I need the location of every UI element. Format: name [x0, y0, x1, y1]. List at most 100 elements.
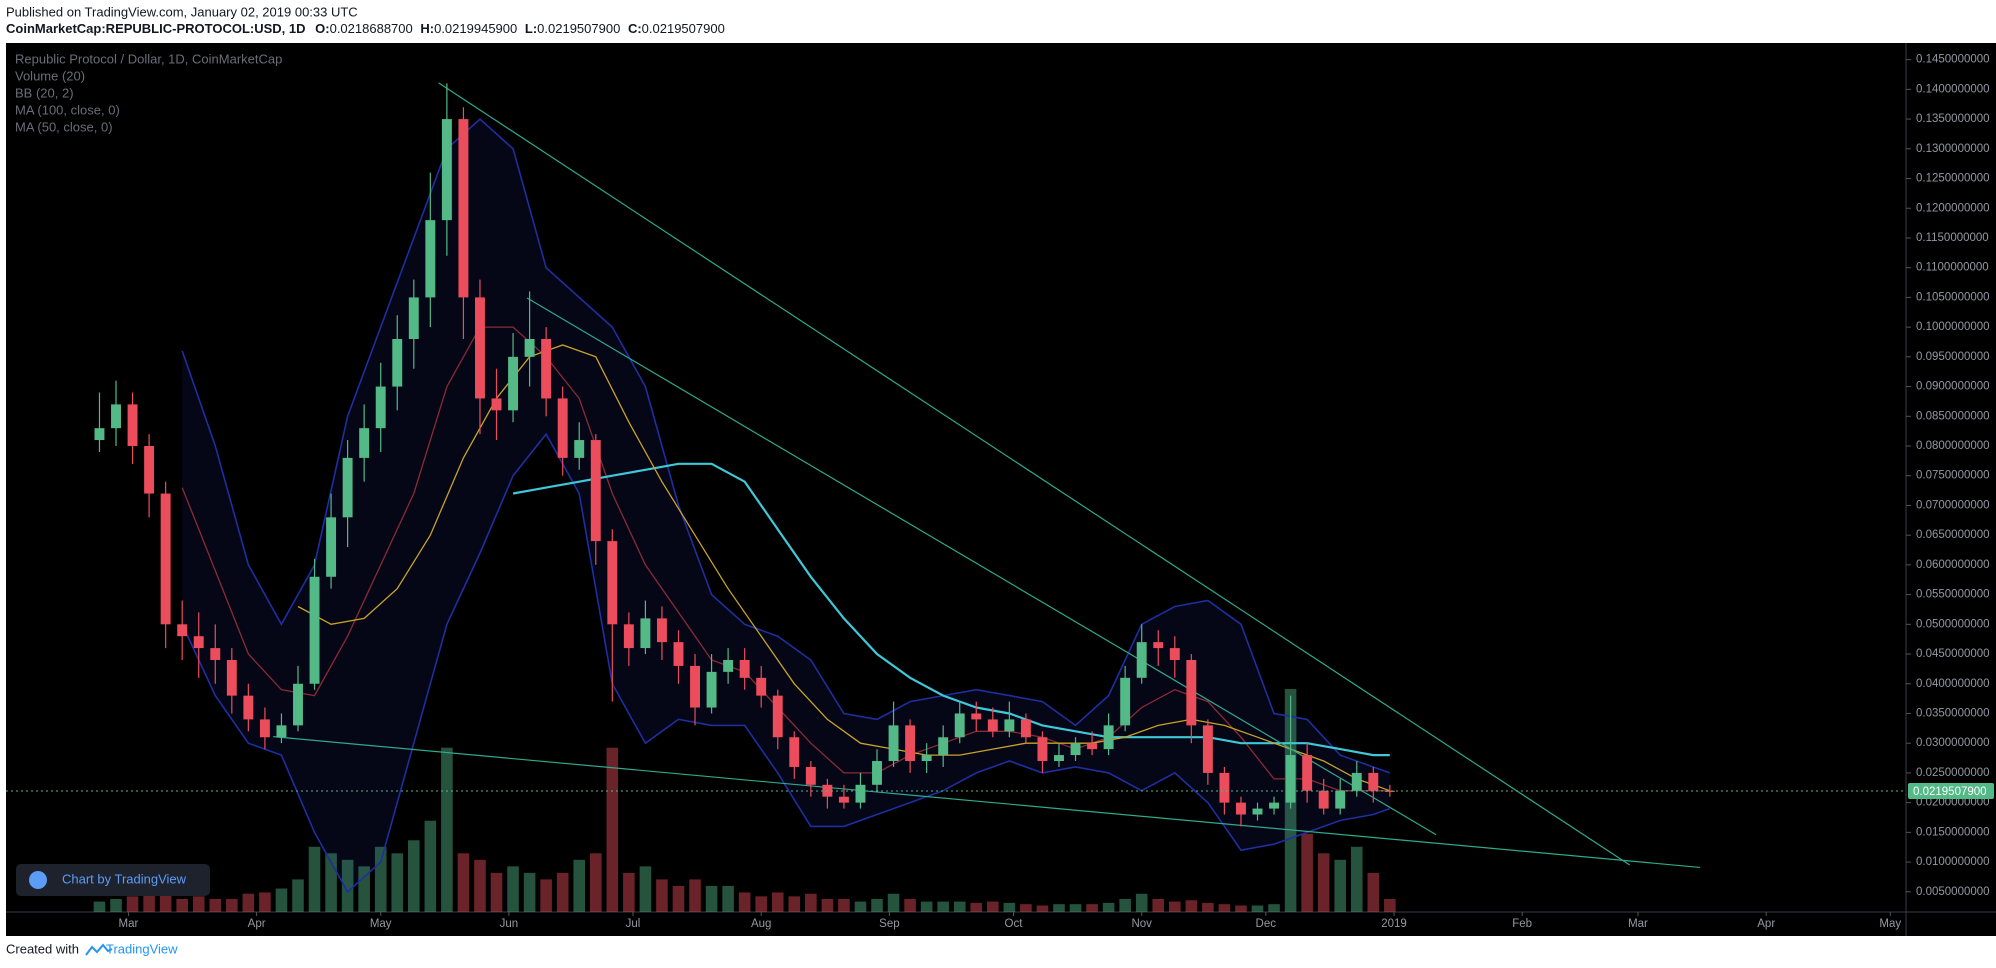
volume-bar: [242, 893, 255, 912]
legend-bb: BB (20, 2): [15, 85, 74, 100]
bb-lower: [181, 432, 1391, 894]
volume-bar: [441, 747, 453, 912]
ohlc-value: 0.0218688700: [330, 21, 413, 36]
candle-body: [524, 339, 535, 357]
candle-body: [690, 665, 700, 708]
candle-body: [673, 642, 684, 666]
legend-ma100: MA (100, close, 0): [15, 102, 120, 117]
volume-bar: [904, 898, 916, 912]
candle-body: [557, 398, 568, 458]
candle-body: [326, 517, 337, 577]
candle-body: [408, 297, 419, 340]
candle-body: [888, 725, 899, 762]
candle-body: [458, 119, 469, 298]
y-tick-label: 0.1400000000: [1916, 83, 1990, 95]
trendline: [526, 297, 1437, 836]
volume-bar: [920, 901, 933, 912]
x-tick-label: Nov: [1131, 918, 1152, 930]
volume-bar: [259, 892, 271, 912]
candle-body: [723, 659, 734, 672]
y-tick-label: 0.0250000000: [1916, 767, 1990, 779]
volume-bar: [226, 898, 238, 912]
footer-brand[interactable]: TradingView: [106, 941, 178, 956]
moving-average: [512, 462, 1390, 757]
candle-body: [293, 683, 303, 726]
candle-body: [1235, 802, 1246, 815]
y-tick-label: 0.0200000000: [1916, 797, 1990, 809]
candle-body: [475, 297, 485, 399]
candle-body: [1302, 755, 1313, 791]
volume-bar: [1384, 898, 1396, 912]
ohlc-value: 0.0219507900: [537, 21, 620, 36]
volume-bar: [1185, 900, 1198, 912]
volume-bar: [1069, 904, 1082, 912]
published-line: Published on TradingView.com, January 02…: [6, 4, 358, 19]
volume-bar: [1301, 833, 1313, 912]
volume-bar: [805, 893, 817, 912]
ohlc-value: 0.0219945900: [434, 21, 517, 36]
volume-bar: [292, 879, 304, 912]
candle-body: [375, 386, 386, 429]
volume-bar: [474, 859, 486, 912]
y-tick-label: 0.0600000000: [1916, 559, 1990, 571]
symbol: CoinMarketCap:REPUBLIC-PROTOCOL:USD, 1D: [6, 21, 306, 36]
x-tick-label: Apr: [1757, 918, 1775, 930]
y-tick-label: 0.1350000000: [1916, 113, 1990, 125]
volume-bar: [1202, 902, 1214, 912]
candle-body: [1186, 659, 1197, 726]
volume-bar: [490, 872, 503, 912]
volume-bar: [1135, 893, 1148, 912]
footer-text: Created with: [6, 941, 79, 956]
volume-bar: [110, 898, 122, 912]
plot: [93, 82, 1701, 912]
y-tick-label: 0.0350000000: [1916, 708, 1990, 720]
volume-bar: [672, 885, 685, 912]
volume-bar: [457, 853, 470, 912]
volume-bar: [1152, 898, 1165, 912]
candle-body: [276, 725, 287, 738]
candle-body: [805, 766, 816, 785]
y-tick-label: 0.1000000000: [1916, 321, 1990, 333]
candle-body: [1054, 755, 1064, 762]
y-tick-label: 0.1450000000: [1916, 54, 1990, 66]
volume-bar: [275, 888, 288, 912]
volume-bar: [159, 885, 172, 912]
volume-bar: [987, 901, 999, 912]
candle-body: [111, 404, 121, 429]
volume-bar: [1251, 905, 1264, 912]
y-tick-label: 0.0150000000: [1916, 826, 1990, 838]
candle-body: [94, 428, 105, 441]
volume-bar: [589, 853, 602, 912]
volume-bar: [374, 846, 387, 912]
candle-body: [1202, 725, 1213, 773]
candle-body: [838, 796, 849, 803]
candle-body: [342, 457, 353, 518]
y-tick-label: 0.0300000000: [1916, 737, 1990, 749]
candle-body: [1087, 743, 1098, 750]
candle-body: [259, 719, 270, 738]
volume-bar: [1036, 905, 1049, 912]
y-tick-label: 0.0800000000: [1916, 440, 1990, 452]
candle-body: [1070, 743, 1081, 756]
candle-body: [1004, 719, 1015, 732]
x-tick-label: Aug: [751, 918, 771, 930]
candle-body: [144, 445, 155, 494]
ohlc-key: L:: [525, 21, 537, 36]
volume-bar: [424, 820, 437, 912]
y-tick-label: 0.0850000000: [1916, 410, 1990, 422]
candle-body: [309, 576, 320, 684]
candle-body: [359, 428, 370, 458]
candle-body: [590, 440, 601, 542]
volume-bar: [871, 898, 883, 912]
candle-body: [1103, 725, 1114, 750]
candle-body: [441, 119, 452, 221]
y-tick-label: 0.1050000000: [1916, 291, 1990, 303]
candle-body: [1252, 808, 1263, 815]
candle-body: [1285, 755, 1296, 803]
x-tick-label: Dec: [1256, 918, 1277, 930]
candle-body: [905, 725, 916, 762]
volume-bar: [854, 901, 867, 912]
volume-bar: [1350, 846, 1363, 912]
trendline: [273, 736, 1701, 869]
chart-background: [6, 43, 1996, 936]
